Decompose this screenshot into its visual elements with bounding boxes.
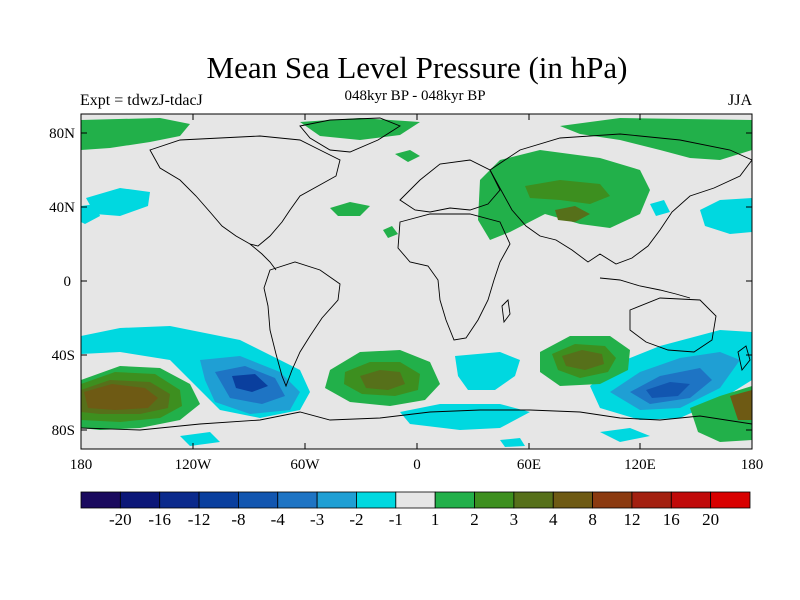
- contour-nepac-negative-2: [650, 200, 670, 216]
- contour-npac-negative-2: [81, 204, 100, 224]
- colorbar-box: [670, 491, 712, 509]
- contour-asia-positive-2: [525, 180, 610, 204]
- contour-asia-positive-3: [555, 206, 590, 222]
- lon-label-120w: 120W: [175, 457, 213, 473]
- map-ticks: [81, 114, 752, 449]
- coast-greenland: [299, 117, 401, 153]
- contour-npac-negative: [86, 188, 150, 216]
- contour-spac-positive-4: [84, 384, 158, 410]
- colorbar-label: 20: [702, 510, 719, 529]
- contour-greenland-positive: [300, 118, 420, 140]
- map-title: Mean Sea Level Pressure (in hPa): [206, 50, 628, 85]
- colorbar-box: [356, 491, 397, 509]
- contour-antarctic-negative: [400, 404, 530, 430]
- contour-arctic-positive: [81, 118, 190, 150]
- contour-small-positive: [395, 150, 420, 162]
- colorbar-label: -2: [349, 510, 363, 529]
- contour-siberia-positive: [560, 118, 752, 160]
- colorbar-box: [159, 491, 200, 509]
- lon-label-180w: 180: [70, 457, 93, 473]
- colorbar-label: 3: [510, 510, 519, 529]
- contour-spac-negative-4: [232, 374, 268, 392]
- colorbar-box: [552, 491, 593, 509]
- colorbar-labels: -20 -16 -12 -8 -4 -3 -2 -1 1 2 3 4 8 12 16 20: [109, 510, 719, 529]
- colorbar-box: [119, 491, 161, 509]
- coast-madagascar: [501, 299, 511, 324]
- contour-atlantic-positive: [330, 202, 370, 216]
- contour-nepac-negative: [700, 198, 752, 234]
- coast-europe: [399, 159, 501, 213]
- colorbar-box: [277, 491, 318, 509]
- lat-label-40s: 40S: [52, 348, 75, 364]
- colorbar-label: -3: [310, 510, 324, 529]
- coast-africa: [397, 213, 511, 341]
- contour-fields: [81, 118, 752, 447]
- colorbar-label: 12: [623, 510, 640, 529]
- colorbar-label: 1: [431, 510, 440, 529]
- colorbar-box: [592, 491, 633, 509]
- colorbar-box: [238, 491, 279, 509]
- colorbar-label: -20: [109, 510, 132, 529]
- coast-new-zealand: [737, 345, 751, 372]
- contour-antarctic-negative-4: [500, 438, 525, 447]
- coast-indonesia: [599, 277, 691, 299]
- coast-south-america: [263, 261, 341, 388]
- colorbar-box: [513, 491, 554, 509]
- colorbar: [80, 491, 751, 509]
- colorbar-label: 4: [549, 510, 558, 529]
- experiment-label: Expt = tdwzJ-tdacJ: [80, 92, 203, 109]
- colorbar-label: 2: [470, 510, 479, 529]
- lon-label-60w: 60W: [290, 457, 320, 473]
- coast-antarctica: [81, 409, 752, 431]
- contour-antarctic-negative-3: [180, 432, 220, 446]
- lon-label-120e: 120E: [624, 457, 656, 473]
- lat-label-80s: 80S: [52, 423, 75, 439]
- contour-satl-positive-3: [360, 370, 405, 390]
- contour-antarctic-negative-2: [600, 428, 650, 442]
- colorbar-label: 16: [663, 510, 680, 529]
- period-label: 048kyr BP - 048kyr BP: [344, 88, 486, 104]
- contour-small-positive-2: [383, 226, 398, 238]
- coast-north-america: [149, 135, 341, 247]
- lat-label-0: 0: [64, 274, 72, 290]
- contour-sepac-positive-2: [730, 390, 752, 420]
- colorbar-box: [395, 491, 436, 509]
- colorbar-label: -8: [231, 510, 245, 529]
- contour-sind-positive-3: [562, 350, 604, 370]
- coast-central-america: [249, 243, 277, 271]
- colorbar-box: [631, 491, 672, 509]
- lon-label-180e: 180: [741, 457, 764, 473]
- lat-label-40n: 40N: [49, 200, 75, 216]
- lat-label-80n: 80N: [49, 126, 75, 142]
- colorbar-label: -1: [389, 510, 403, 529]
- colorbar-label: 8: [588, 510, 597, 529]
- coastlines: [81, 117, 752, 431]
- colorbar-box: [434, 491, 475, 509]
- lon-label-60e: 60E: [517, 457, 541, 473]
- colorbar-box: [316, 491, 357, 509]
- coast-australia: [629, 297, 717, 353]
- coast-asia: [489, 133, 752, 265]
- colorbar-box: [710, 491, 751, 509]
- lon-label-0: 0: [413, 457, 421, 473]
- colorbar-box: [474, 491, 515, 509]
- contour-sind-negative: [455, 352, 520, 390]
- colorbar-label: -4: [271, 510, 286, 529]
- colorbar-label: -16: [148, 510, 171, 529]
- contour-saus-negative-4: [646, 382, 690, 398]
- colorbar-box: [198, 491, 239, 509]
- season-label: JJA: [727, 92, 752, 109]
- colorbar-label: -12: [188, 510, 211, 529]
- colorbar-box: [80, 491, 121, 509]
